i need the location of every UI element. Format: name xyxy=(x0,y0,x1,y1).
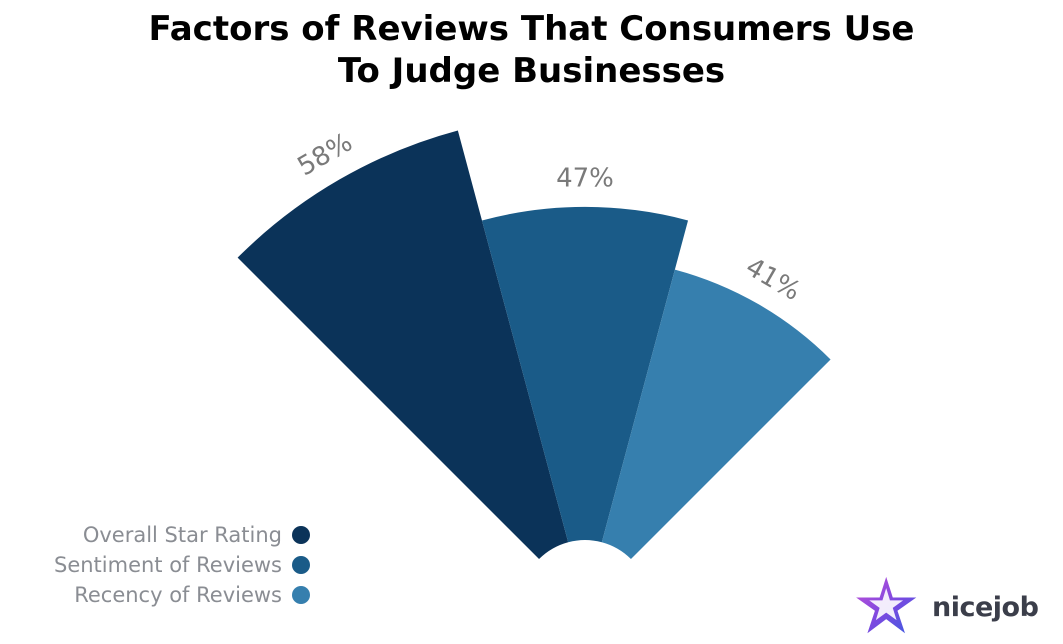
legend: Overall Star Rating Sentiment of Reviews… xyxy=(20,520,310,610)
value-label: 41% xyxy=(740,252,805,307)
brand-logo: nicejob xyxy=(856,574,1056,640)
brand-name: nicejob xyxy=(932,591,1039,623)
sector-recency-of-reviews xyxy=(601,269,831,560)
legend-label: Recency of Reviews xyxy=(74,583,282,607)
legend-item-recency-of-reviews: Recency of Reviews xyxy=(20,580,310,610)
legend-item-sentiment-of-reviews: Sentiment of Reviews xyxy=(20,550,310,580)
sector-sentiment-of-reviews xyxy=(481,206,689,543)
chart-title-line-1: Factors of Reviews That Consumers Use xyxy=(148,9,915,49)
chart-title-line-2: To Judge Businesses xyxy=(337,51,726,91)
legend-item-overall-star-rating: Overall Star Rating xyxy=(20,520,310,550)
legend-swatch xyxy=(292,526,310,544)
legend-label: Sentiment of Reviews xyxy=(53,553,282,577)
star-logo-icon xyxy=(856,576,917,634)
legend-label: Overall Star Rating xyxy=(82,523,282,547)
legend-swatch xyxy=(292,586,310,604)
value-label: 58% xyxy=(293,127,358,182)
legend-swatch xyxy=(292,556,310,574)
chart-title: Factors of Reviews That Consumers Use To… xyxy=(0,8,1063,92)
value-label: 47% xyxy=(556,163,614,193)
sector-overall-star-rating xyxy=(237,130,569,560)
